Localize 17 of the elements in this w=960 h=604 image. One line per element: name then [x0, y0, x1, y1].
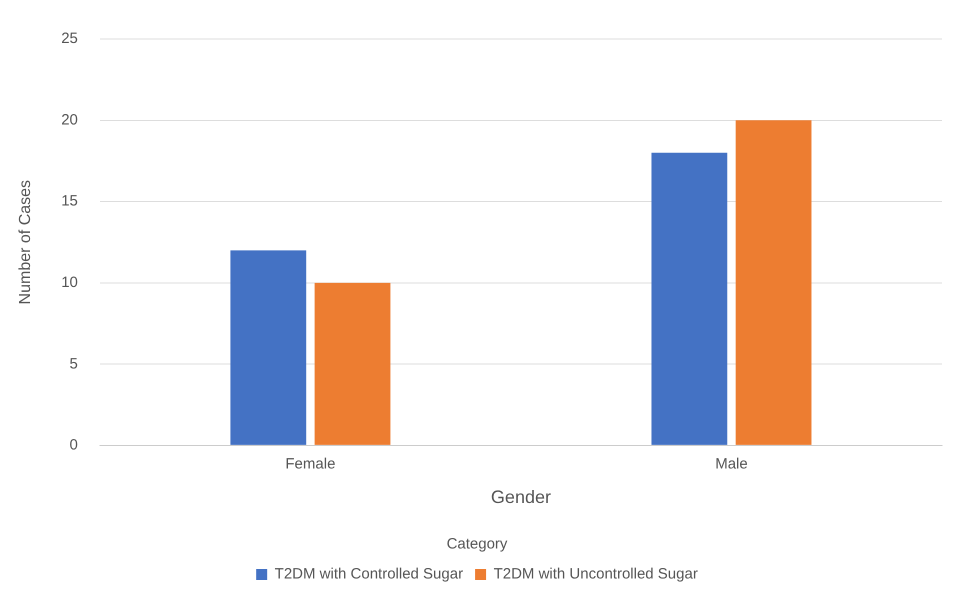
- y-tick-label: 25: [61, 30, 78, 48]
- bar: [651, 152, 728, 445]
- x-tick-label: Male: [715, 456, 748, 473]
- x-axis-title: Gender: [490, 487, 551, 508]
- legend-label: T2DM with Controlled Sugar: [274, 566, 464, 583]
- y-axis-title: Number of Cases: [17, 180, 34, 304]
- bar: [736, 120, 812, 445]
- y-tick-label: 20: [61, 111, 78, 128]
- y-tick-label: 0: [70, 436, 78, 454]
- y-tick-label: 5: [70, 355, 78, 372]
- x-tick-label: Female: [285, 456, 336, 473]
- bar: [230, 250, 306, 445]
- legend-title: Category: [446, 536, 508, 553]
- y-tick-label: 15: [61, 192, 78, 210]
- legend-label: T2DM with Uncontrolled Sugar: [494, 566, 698, 583]
- bar: [314, 282, 390, 445]
- y-tick-label: 10: [61, 274, 78, 291]
